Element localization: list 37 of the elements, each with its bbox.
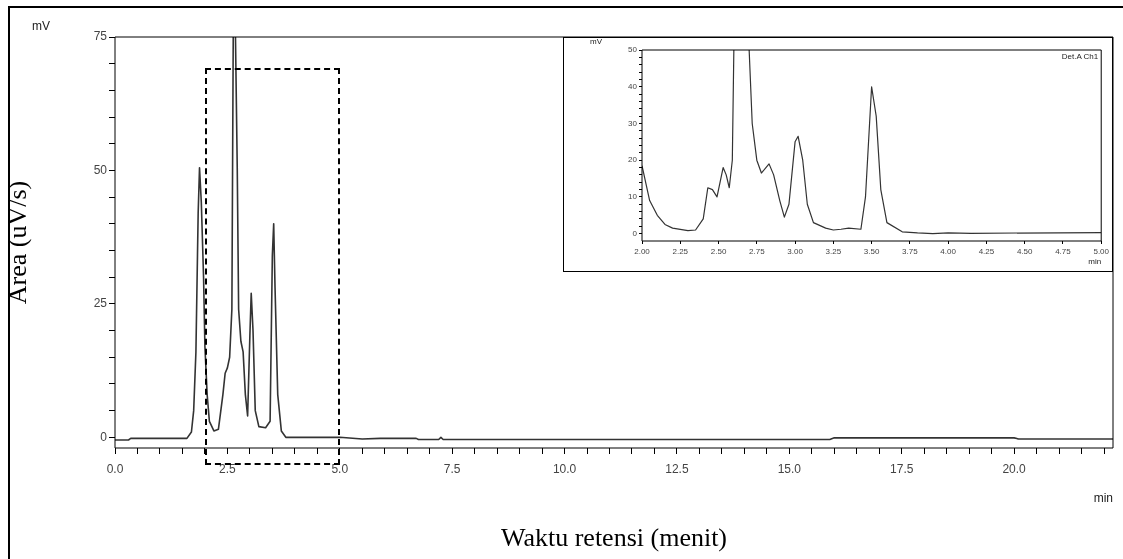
y-tick-label: 20	[628, 155, 638, 165]
x-tick-label: 3.00	[787, 247, 804, 256]
x-tick-label: 4.50	[1016, 247, 1034, 256]
x-tick-label: 3.25	[825, 247, 842, 256]
x-axis-title: Waktu retensi (menit)	[500, 523, 728, 553]
y-tick-label: 40	[628, 81, 638, 91]
x-tick-label: 3.50	[863, 247, 880, 256]
x-tick-label: 2.5	[219, 461, 237, 476]
x-tick-label: 4.75	[1055, 247, 1072, 256]
x-tick-label: 2.25	[672, 247, 689, 256]
x-tick-label: 7.5	[443, 461, 461, 476]
x-tick-label: 2.00	[634, 247, 651, 256]
x-tick-label: 5.00	[1093, 247, 1110, 256]
x-tick-label: 20.0	[1002, 461, 1027, 476]
x-tick-label: 2.50	[710, 247, 727, 256]
x-tick-label: 3.75	[902, 247, 919, 256]
y-tick-label: 50	[628, 45, 638, 55]
annotation: mV	[590, 37, 603, 47]
y-tick-label: 0	[100, 429, 108, 444]
y-tick-label: 10	[628, 192, 638, 202]
x-tick-label: 0.0	[106, 461, 124, 476]
y-tick-label: 50	[93, 162, 108, 177]
text: min	[1093, 491, 1113, 506]
x-tick-label: 10.0	[552, 461, 577, 476]
x-tick-label: 12.5	[665, 461, 689, 476]
y-tick-label: 75	[93, 29, 108, 44]
annotation: Det.A Ch1	[1061, 52, 1099, 62]
x-tick-label: 17.5	[890, 461, 914, 476]
x-tick-label: 2.75	[749, 247, 766, 256]
x-tick-label: 4.25	[978, 247, 995, 256]
text: mV	[32, 19, 50, 34]
y-tick-label: 30	[628, 118, 638, 128]
y-tick-label: 0	[632, 228, 638, 238]
x-tick-label: 4.00	[940, 247, 957, 256]
annotation: min	[1088, 257, 1102, 267]
y-tick-label: 25	[93, 296, 108, 311]
x-tick-label: 15.0	[777, 461, 802, 476]
